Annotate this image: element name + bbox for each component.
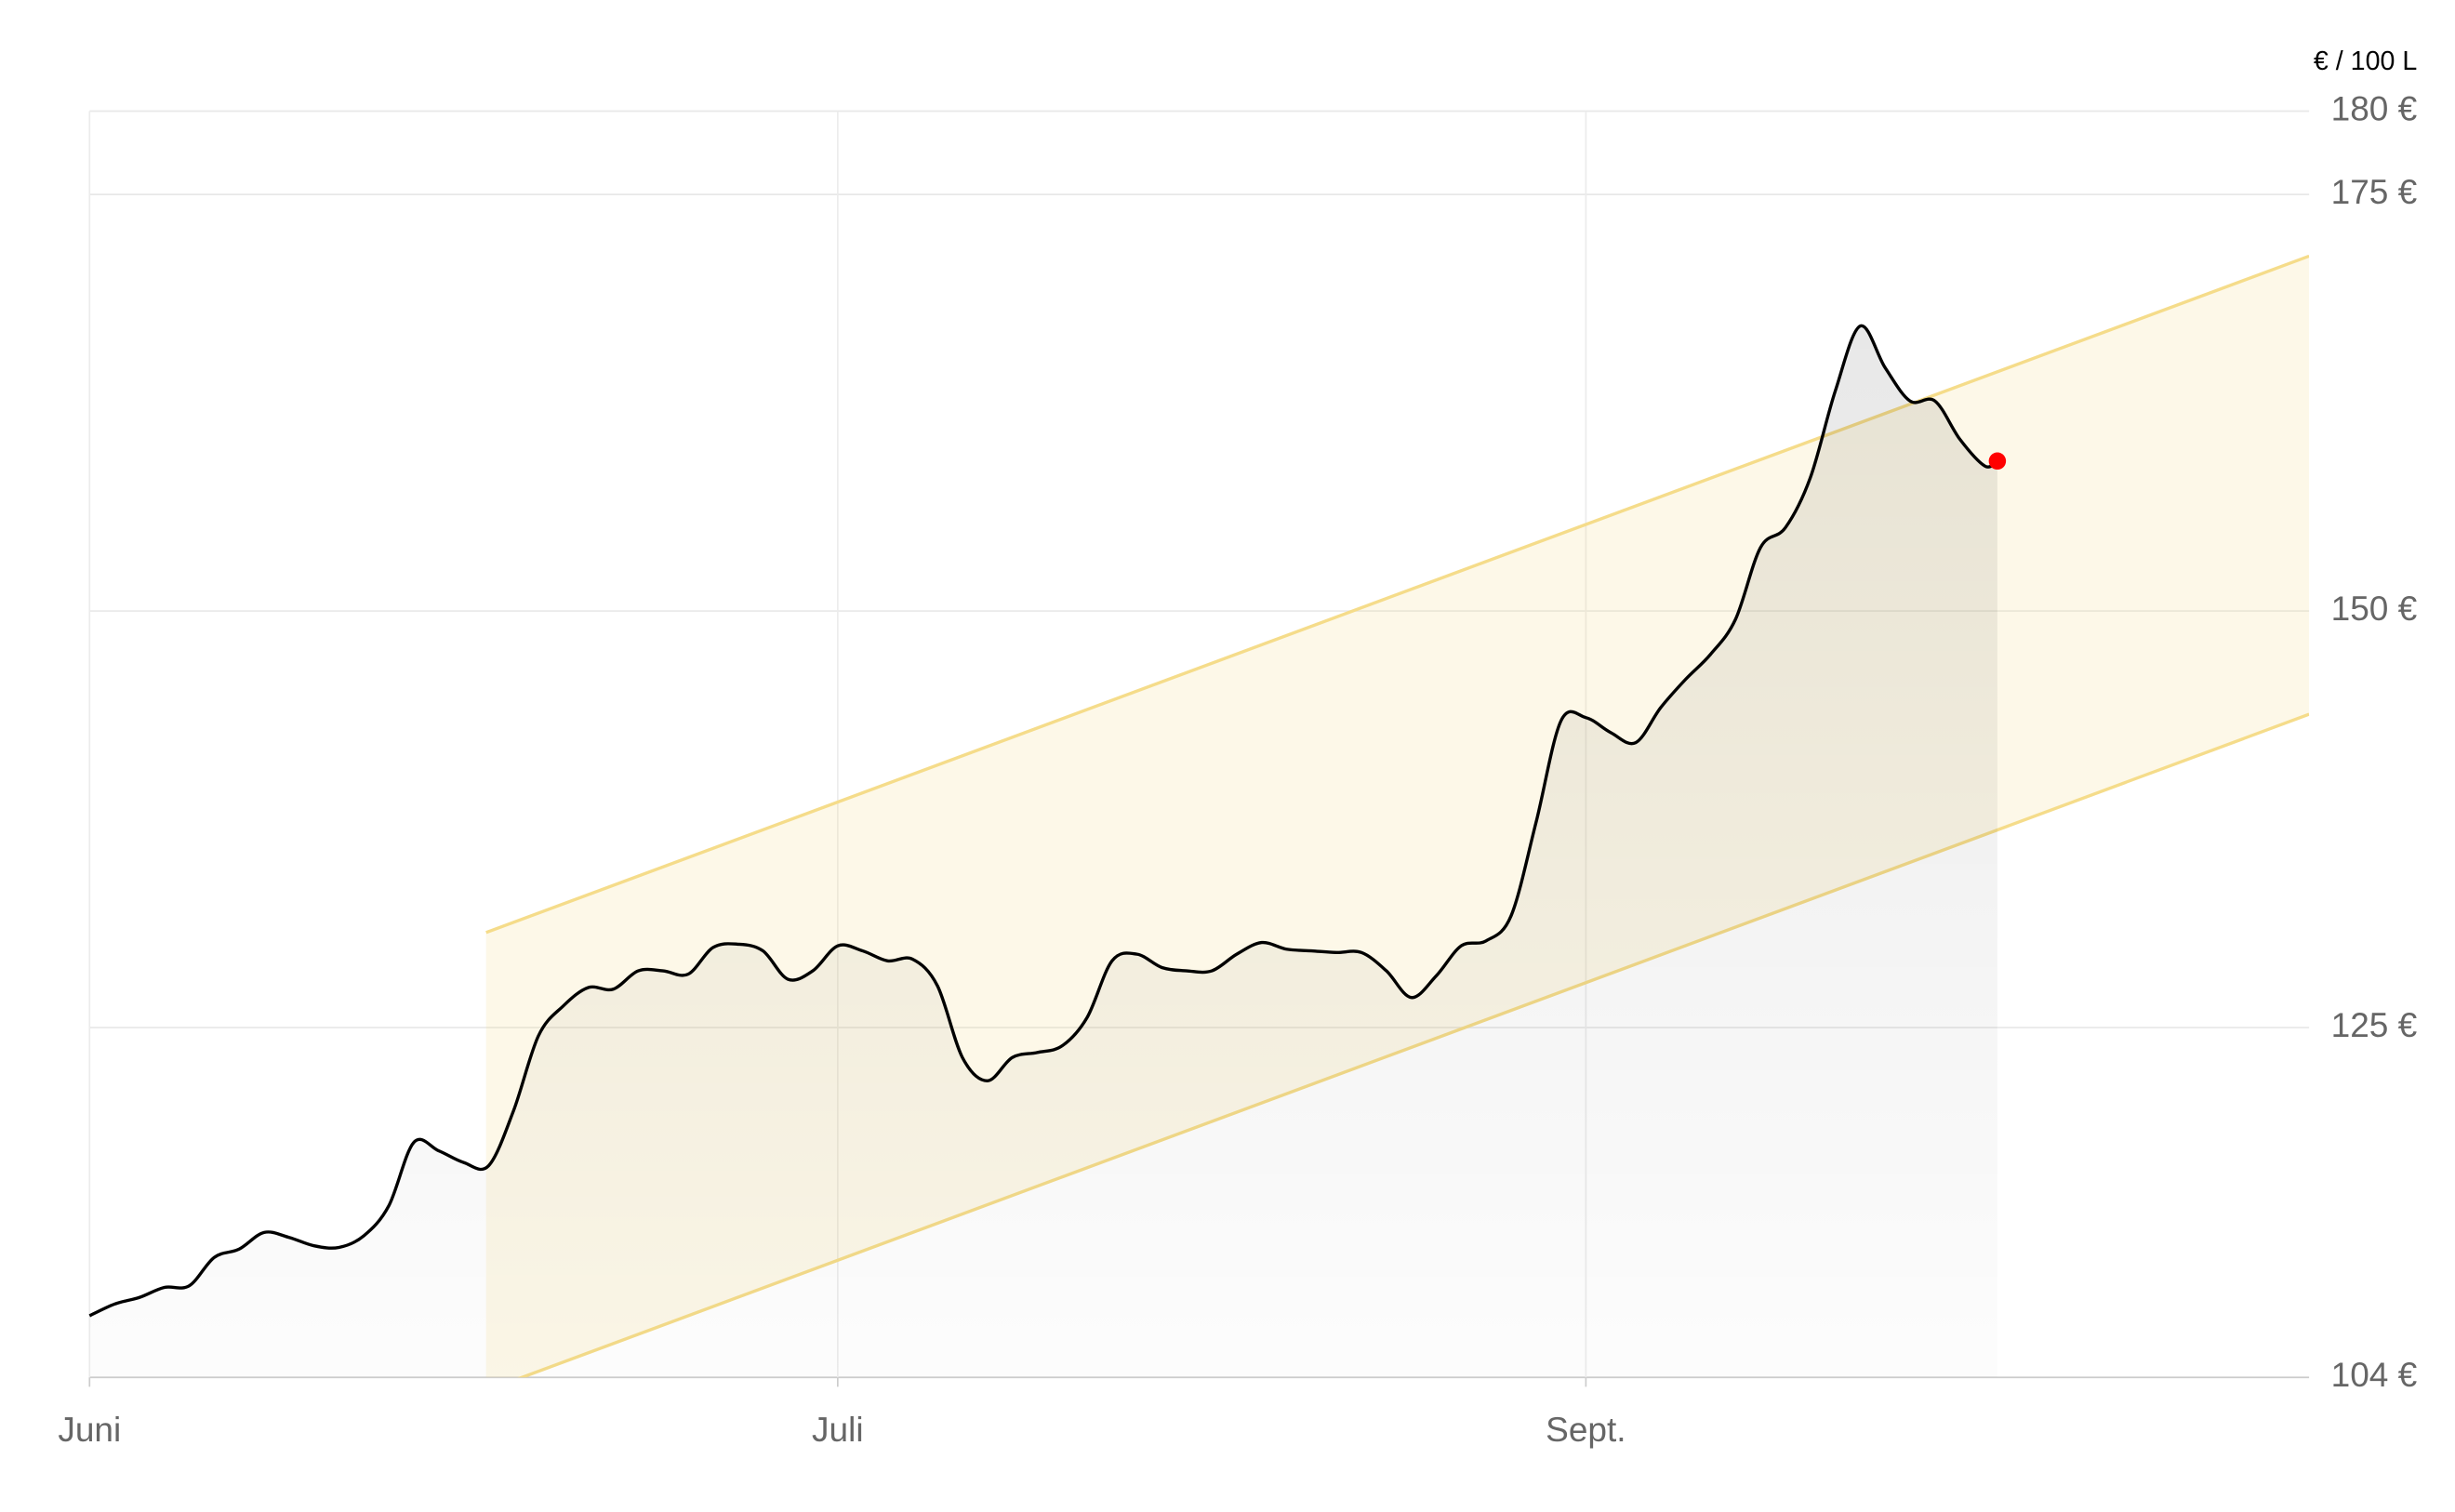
- channel-upper: [485, 254, 2310, 935]
- x-tick-label: Juli: [812, 1410, 864, 1449]
- unit-label: € / 100 L: [2314, 46, 2417, 76]
- y-tick-label: 175 €: [2331, 172, 2418, 211]
- y-tick-label: 180 €: [2331, 88, 2418, 127]
- y-tick-label: 125 €: [2331, 1005, 2418, 1044]
- line: [88, 324, 1998, 1318]
- last-point: [1988, 452, 2007, 471]
- y-tick-label: 150 €: [2331, 589, 2418, 628]
- area: [89, 325, 1997, 1378]
- x-tick-label: Juni: [58, 1410, 121, 1449]
- x-tick-label: Sept.: [1546, 1410, 1626, 1449]
- y-tick-label: 104 €: [2331, 1355, 2418, 1394]
